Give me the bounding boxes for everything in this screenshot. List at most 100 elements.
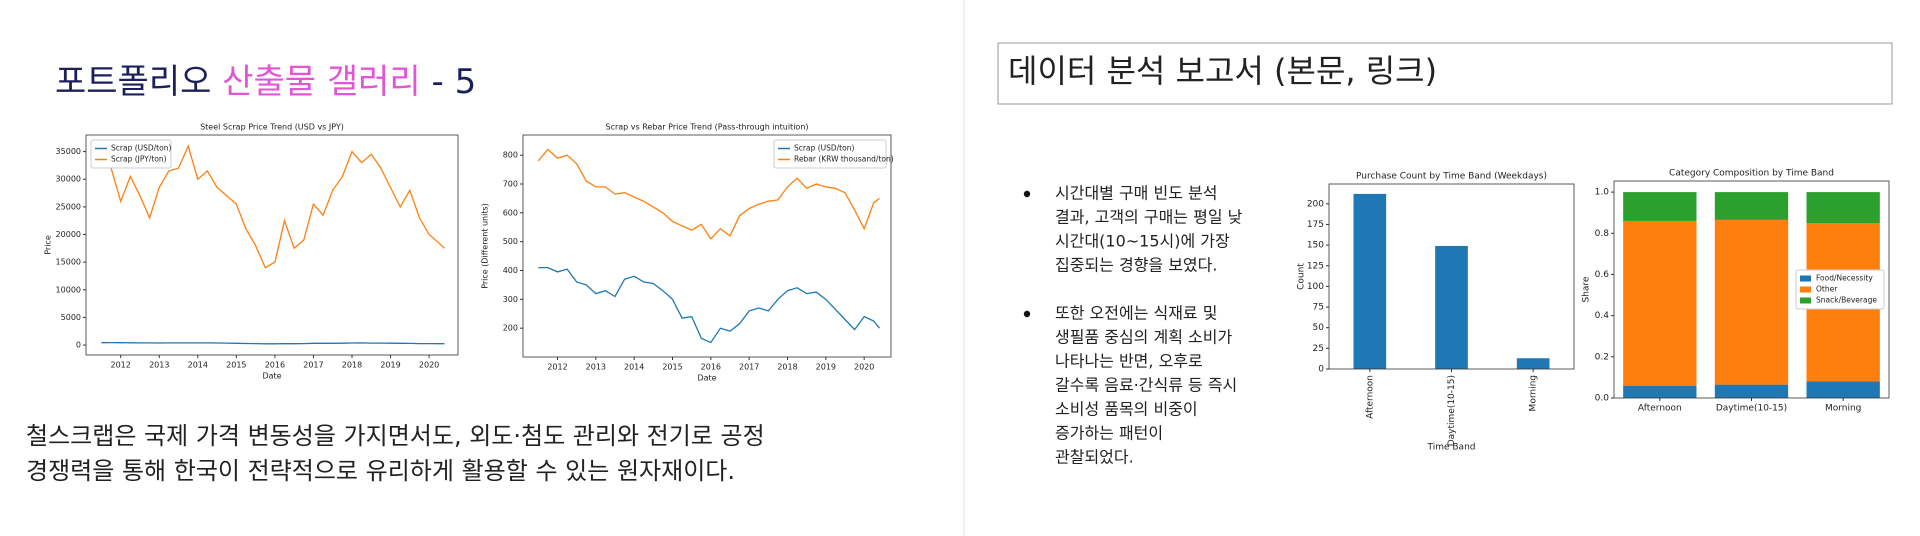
- y-tick-label: 50: [1313, 323, 1325, 333]
- chart-title: Scrap vs Rebar Price Trend (Pass-through…: [605, 123, 808, 132]
- y-tick-label: 100: [1307, 282, 1324, 292]
- bullet-line: 나타나는 반면, 오후로: [1055, 352, 1203, 371]
- bullet-line: 또한 오전에는 식재료 및: [1055, 304, 1217, 323]
- y-tick-label: 20000: [56, 230, 81, 239]
- y-tick-label: 0: [1318, 365, 1324, 375]
- left-slide-title: 포트폴리오 산출물 갤러리 - 5: [55, 62, 476, 102]
- x-tick-label: 2020: [854, 363, 874, 372]
- y-tick-label: 175: [1307, 220, 1324, 230]
- legend-label: Other: [1816, 285, 1838, 294]
- bullet-line: 생필품 중심의 계획 소비가: [1055, 328, 1232, 347]
- y-tick-label: 25000: [56, 202, 81, 211]
- y-axis-label: Count: [1297, 263, 1307, 290]
- chart-title: Category Composition by Time Band: [1669, 169, 1834, 179]
- y-tick-label: 35000: [56, 147, 81, 156]
- axes-frame: [522, 134, 892, 358]
- body-line: 경쟁력을 통해 한국이 전략적으로 유리하게 활용할 수 있는 원자재이다.: [26, 457, 735, 485]
- bullet-line: 갈수록 음료·간식류 등 즉시: [1055, 376, 1237, 395]
- x-tick-label: 2018: [777, 363, 797, 372]
- bullet-dot: [1023, 190, 1031, 198]
- charts: Steel Scrap Price Trend (USD vs JPY)0500…: [44, 123, 1890, 453]
- y-tick-label: 0.2: [1595, 352, 1609, 362]
- bullet-line: 집중되는 경향을 보였다.: [1055, 256, 1217, 275]
- bullet-line: 소비성 품목의 비중이: [1055, 400, 1198, 419]
- legend-swatch: [1800, 275, 1811, 282]
- right-slide-title: 데이터 분석 보고서 (본문, 링크): [1008, 52, 1437, 90]
- x-tick-label: 2016: [701, 363, 721, 372]
- x-tick-label: Daytime(10-15): [1447, 375, 1457, 446]
- bar-segment: [1623, 220, 1697, 386]
- x-tick-label: 2013: [586, 363, 606, 372]
- x-tick-label: 2012: [111, 361, 131, 370]
- y-axis-label: Price: [44, 235, 53, 255]
- bullet-line: 결과, 고객의 구매는 평일 낮: [1055, 208, 1243, 227]
- line-series: [101, 341, 445, 345]
- bar-segment: [1714, 219, 1789, 385]
- y-tick-label: 0: [76, 341, 81, 350]
- bar-segment: [1623, 192, 1697, 221]
- x-tick-label: 2019: [380, 361, 400, 370]
- bar: [1516, 358, 1550, 369]
- bar: [1353, 193, 1387, 369]
- y-tick-label: 500: [503, 237, 518, 246]
- x-tick-label: 2017: [739, 363, 759, 372]
- x-tick-label: 2016: [265, 361, 285, 370]
- legend-label: Scrap (USD/ton): [794, 144, 854, 153]
- bullet-line: 시간대(10~15시)에 가장: [1055, 232, 1230, 251]
- legend-label: Snack/Beverage: [1816, 296, 1877, 305]
- bullet-line: 관찰되었다.: [1055, 448, 1134, 467]
- right-title-box: [997, 42, 1893, 105]
- y-tick-label: 0.6: [1595, 270, 1610, 280]
- x-axis-label: Date: [697, 374, 716, 383]
- y-tick-label: 400: [503, 266, 518, 275]
- line-series: [538, 266, 881, 344]
- legend-label: Rebar (KRW thousand/ton): [794, 155, 894, 164]
- bar-segment: [1806, 381, 1880, 398]
- chart-title: Purchase Count by Time Band (Weekdays): [1356, 172, 1547, 182]
- legend-label: Scrap (JPY/ton): [111, 155, 167, 164]
- y-tick-label: 200: [1307, 199, 1324, 209]
- bullet-dot: [1023, 310, 1031, 318]
- y-tick-label: 5000: [61, 313, 81, 322]
- x-tick-label: Afternoon: [1638, 404, 1682, 414]
- line-series: [100, 144, 445, 269]
- bar-segment: [1714, 192, 1789, 220]
- y-tick-label: 0.0: [1595, 394, 1610, 404]
- y-tick-label: 0.4: [1595, 311, 1610, 321]
- x-axis-label: Time Band: [1427, 443, 1476, 453]
- x-tick-label: 2012: [547, 363, 567, 372]
- line-series: [537, 148, 880, 240]
- y-tick-label: 1.0: [1595, 188, 1610, 198]
- y-axis-label: Share: [1582, 276, 1592, 302]
- axes-frame: [1328, 183, 1575, 370]
- y-tick-label: 200: [503, 324, 518, 333]
- x-tick-label: 2015: [226, 361, 246, 370]
- x-tick-label: 2014: [624, 363, 644, 372]
- y-tick-label: 15000: [56, 258, 81, 267]
- x-tick-label: Afternoon: [1365, 375, 1375, 419]
- y-tick-label: 125: [1307, 261, 1324, 271]
- bar-segment: [1714, 384, 1789, 398]
- legend-box: [1795, 269, 1885, 310]
- title-highlight: 산출물 갤러리: [222, 62, 421, 102]
- legend-swatch: [1800, 297, 1811, 304]
- axes-frame: [85, 134, 459, 356]
- y-tick-label: 75: [1313, 303, 1324, 313]
- legend-swatch: [1800, 286, 1811, 293]
- axes-frame: [1613, 180, 1890, 399]
- legend-box: [773, 139, 887, 169]
- x-tick-label: 2019: [816, 363, 836, 372]
- bar-segment: [1806, 192, 1880, 223]
- y-tick-label: 300: [503, 295, 518, 304]
- y-tick-label: 0.8: [1595, 229, 1610, 239]
- y-axis-label: Price (Different units): [481, 203, 490, 289]
- x-tick-label: 2018: [342, 361, 362, 370]
- y-tick-label: 700: [503, 180, 518, 189]
- y-tick-label: 150: [1307, 241, 1324, 251]
- x-tick-label: Daytime(10-15): [1716, 404, 1787, 414]
- bullet-line: 시간대별 구매 빈도 분석: [1055, 184, 1217, 203]
- x-tick-label: 2015: [662, 363, 682, 372]
- body-line: 철스크랩은 국제 가격 변동성을 가지면서도, 외도·첨도 관리와 전기로 공정: [26, 422, 765, 450]
